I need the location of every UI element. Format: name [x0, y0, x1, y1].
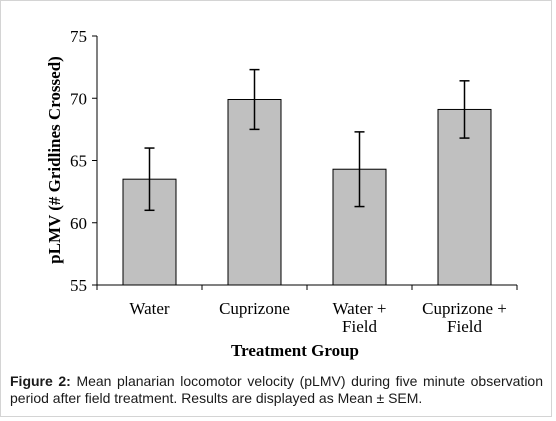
x-category-label: Water — [129, 299, 169, 318]
caption-text: Mean planarian locomotor velocity (pLMV)… — [10, 373, 544, 406]
caption-label: Figure 2: — [10, 373, 71, 389]
x-category-label: Cuprizone + — [422, 299, 507, 318]
bars-layer — [122, 98, 492, 286]
y-ticks-layer: 55 60 65 70 75 — [70, 27, 518, 295]
x-category-label: Field — [447, 317, 482, 336]
x-category-label: Water + — [333, 299, 387, 318]
y-axis-title: pLMV (# Gridlines Crossed) — [45, 56, 64, 264]
y-tick-label: 65 — [70, 152, 87, 171]
x-axis-title: Treatment Group — [231, 341, 359, 360]
error-bars-layer — [144, 68, 470, 212]
figure-caption: Figure 2: Mean planarian locomotor veloc… — [10, 373, 543, 407]
y-tick-label: 75 — [70, 27, 87, 46]
y-tick-label: 60 — [70, 214, 87, 233]
y-tick-label: 70 — [70, 89, 87, 108]
y-tick-label: 55 — [70, 276, 87, 295]
x-category-label: Field — [342, 317, 377, 336]
x-category-label: Cuprizone — [219, 299, 290, 318]
